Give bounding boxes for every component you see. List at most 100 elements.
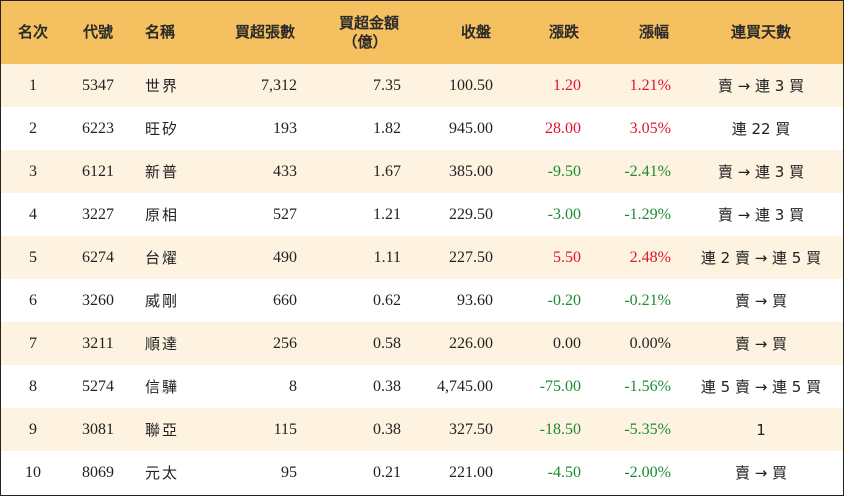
cell-change: -75.00 xyxy=(539,377,581,395)
cell-net-buy-amount: 1.21 xyxy=(373,205,401,223)
cell-close: 93.60 xyxy=(457,291,493,309)
cell-net-buy-amount: 0.58 xyxy=(373,334,401,352)
cell-change-pct: 1.21% xyxy=(629,76,671,94)
cell-consecutive-days: 賣 → 買 xyxy=(734,335,788,353)
cell-consecutive-days: 連 2 賣 → 連 5 買 xyxy=(700,249,822,267)
cell-change: -9.50 xyxy=(547,162,581,180)
cell-net-buy-amount: 7.35 xyxy=(373,76,401,94)
cell-change: 5.50 xyxy=(553,248,581,266)
header-net-buy-amount-line2: （億） xyxy=(342,32,388,51)
table-row: 10 8069 元太 95 0.21 221.00 -4.50 -2.00% 賣 → 買 xyxy=(1,451,843,494)
cell-code: 8069 xyxy=(82,463,114,481)
cell-name: 元太 xyxy=(145,464,180,482)
cell-consecutive-days: 賣 → 連 3 買 xyxy=(717,77,805,95)
cell-change-pct: -2.00% xyxy=(624,463,671,481)
cell-change: 1.20 xyxy=(553,76,581,94)
cell-name: 原相 xyxy=(145,206,180,224)
cell-change: 28.00 xyxy=(545,119,581,137)
cell-name: 旺矽 xyxy=(145,120,180,138)
cell-rank: 6 xyxy=(29,291,37,309)
cell-net-buy-lots: 193 xyxy=(273,119,297,137)
cell-close: 327.50 xyxy=(449,420,493,438)
cell-net-buy-lots: 660 xyxy=(273,291,297,309)
cell-change: -18.50 xyxy=(539,420,581,438)
cell-consecutive-days: 連 5 賣 → 連 5 買 xyxy=(700,378,822,396)
cell-close: 221.00 xyxy=(449,463,493,481)
header-change-pct: 漲幅 xyxy=(638,23,669,41)
header-consecutive-days: 連買天數 xyxy=(730,23,791,41)
cell-net-buy-amount: 1.11 xyxy=(373,248,401,266)
table-row: 9 3081 聯亞 115 0.38 327.50 -18.50 -5.35% 1 xyxy=(1,408,843,451)
cell-code: 5274 xyxy=(82,377,114,395)
header-code: 代號 xyxy=(82,23,113,41)
cell-consecutive-days: 賣 → 連 3 買 xyxy=(717,163,805,181)
cell-code: 3211 xyxy=(82,334,114,352)
cell-change: -0.20 xyxy=(547,291,581,309)
table-row: 3 6121 新普 433 1.67 385.00 -9.50 -2.41% 賣 → 連 3 買 xyxy=(1,150,843,193)
cell-name: 信驊 xyxy=(145,378,180,396)
cell-change: 0.00 xyxy=(553,334,581,352)
cell-name: 世界 xyxy=(145,77,180,95)
cell-net-buy-amount: 1.67 xyxy=(373,162,401,180)
header-close: 收盤 xyxy=(460,23,491,41)
cell-consecutive-days: 連 22 買 xyxy=(731,120,791,138)
cell-rank: 10 xyxy=(25,463,41,481)
cell-consecutive-days: 賣 → 買 xyxy=(734,292,788,310)
cell-close: 4,745.00 xyxy=(437,377,493,395)
cell-net-buy-lots: 7,312 xyxy=(261,76,297,94)
cell-code: 6121 xyxy=(82,162,114,180)
cell-code: 3227 xyxy=(82,205,114,223)
table-row: 8 5274 信驊 8 0.38 4,745.00 -75.00 -1.56% 連 5 賣 → … xyxy=(1,365,843,408)
cell-net-buy-lots: 95 xyxy=(281,463,297,481)
cell-net-buy-lots: 256 xyxy=(273,334,297,352)
cell-close: 385.00 xyxy=(449,162,493,180)
cell-code: 3081 xyxy=(82,420,114,438)
header-net-buy-lots: 買超張數 xyxy=(234,23,295,41)
header-net-buy-amount: 買超金額 （億） xyxy=(305,1,409,64)
header-change: 漲跌 xyxy=(548,23,579,41)
cell-name: 台燿 xyxy=(145,249,180,267)
cell-consecutive-days: 賣 → 買 xyxy=(734,464,788,482)
cell-close: 100.50 xyxy=(449,76,493,94)
cell-net-buy-lots: 527 xyxy=(273,205,297,223)
cell-rank: 7 xyxy=(29,334,37,352)
cell-change: -3.00 xyxy=(547,205,581,223)
table-row: 4 3227 原相 527 1.21 229.50 -3.00 -1.29% 賣 → 連 3 買 xyxy=(1,193,843,236)
cell-net-buy-lots: 490 xyxy=(273,248,297,266)
cell-code: 6274 xyxy=(82,248,114,266)
table-body: 1 5347 世界 7,312 7.35 100.50 1.20 1.21% 賣 → 連 3 買… xyxy=(1,64,843,494)
cell-net-buy-amount: 0.38 xyxy=(373,377,401,395)
cell-change-pct: 2.48% xyxy=(629,248,671,266)
table-row: 5 6274 台燿 490 1.11 227.50 5.50 2.48% 連 2 賣 → 連 5… xyxy=(1,236,843,279)
cell-change-pct: 3.05% xyxy=(629,119,671,137)
cell-name: 順達 xyxy=(145,335,180,353)
cell-name: 聯亞 xyxy=(145,421,180,439)
cell-rank: 9 xyxy=(29,420,37,438)
cell-net-buy-lots: 8 xyxy=(289,377,297,395)
cell-rank: 5 xyxy=(29,248,37,266)
cell-rank: 1 xyxy=(29,76,37,94)
table-row: 2 6223 旺矽 193 1.82 945.00 28.00 3.05% 連 22 買 xyxy=(1,107,843,150)
cell-code: 5347 xyxy=(82,76,114,94)
cell-change-pct: -5.35% xyxy=(624,420,671,438)
cell-change-pct: -1.56% xyxy=(624,377,671,395)
cell-close: 227.50 xyxy=(449,248,493,266)
header-name: 名稱 xyxy=(145,23,176,41)
cell-net-buy-amount: 0.21 xyxy=(373,463,401,481)
cell-net-buy-lots: 115 xyxy=(273,420,297,438)
table-header-row: 名次 代號 名稱 買超張數 買超金額 （億） 收盤 漲跌 漲幅 連買天數 xyxy=(1,1,843,64)
cell-change-pct: -1.29% xyxy=(624,205,671,223)
header-net-buy-amount-line1: 買超金額 xyxy=(338,13,399,32)
header-rank: 名次 xyxy=(17,23,48,41)
cell-rank: 8 xyxy=(29,377,37,395)
cell-rank: 4 xyxy=(29,205,37,223)
cell-consecutive-days: 賣 → 連 3 買 xyxy=(717,206,805,224)
cell-change-pct: -0.21% xyxy=(624,291,671,309)
cell-change-pct: -2.41% xyxy=(624,162,671,180)
cell-close: 226.00 xyxy=(449,334,493,352)
cell-change: -4.50 xyxy=(547,463,581,481)
cell-code: 6223 xyxy=(82,119,114,137)
cell-net-buy-amount: 0.62 xyxy=(373,291,401,309)
